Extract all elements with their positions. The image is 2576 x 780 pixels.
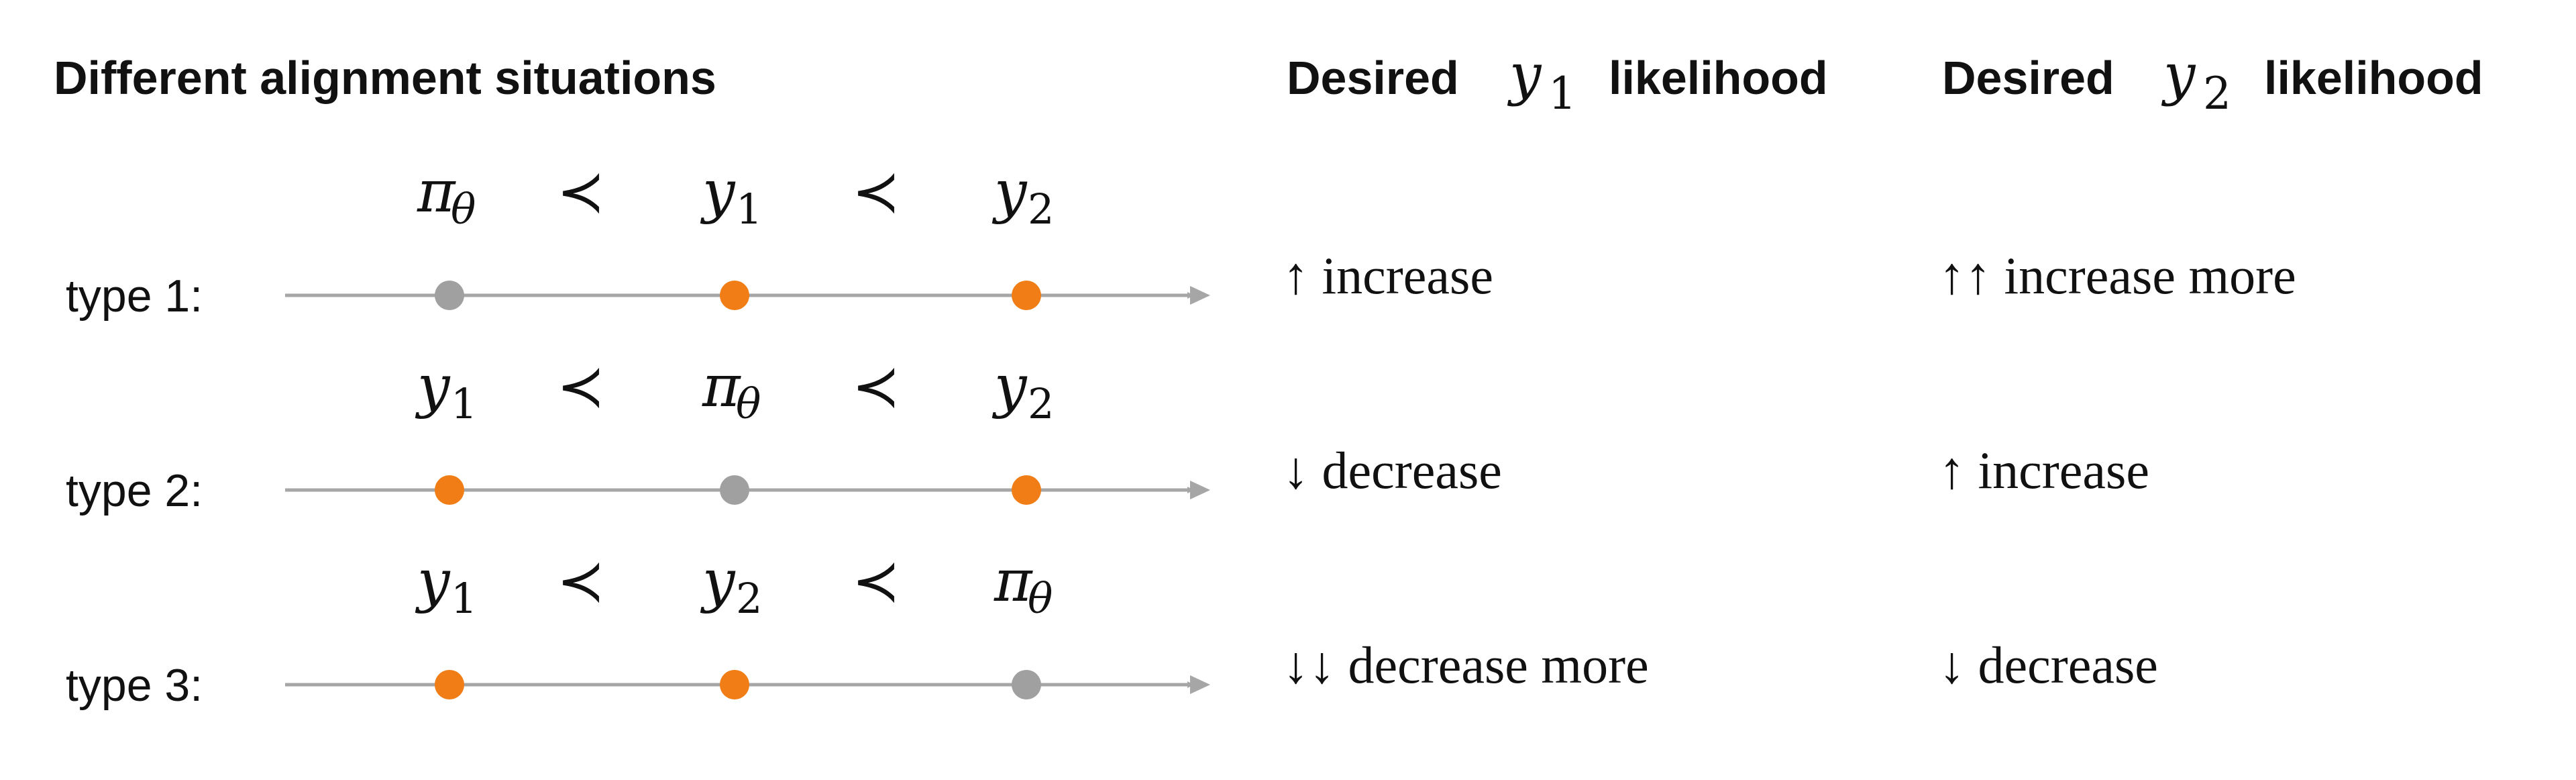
symbol-sub: 2: [1028, 185, 1054, 234]
symbol-var: y: [700, 158, 736, 226]
row-label: type 2:: [66, 465, 203, 516]
y1-effect: ↑ increase: [1283, 246, 1493, 305]
diagram-title: Different alignment situations: [54, 52, 716, 104]
symbol-sub: 2: [736, 574, 762, 623]
header-sub: 1: [1548, 68, 1576, 119]
precedes-symbol: ≺: [852, 548, 900, 615]
response-point: [435, 475, 464, 505]
policy-symbol: πθ: [994, 548, 1053, 623]
response-point: [1012, 475, 1041, 505]
policy-point: [1012, 670, 1041, 699]
y2-effect: ↑ increase: [1939, 441, 2149, 499]
policy-point: [720, 475, 749, 505]
header-var: y: [2161, 42, 2196, 107]
row-type-3: type 3:y 1 y 2 πθ≺ ≺↓↓ decrease more ↓ decreas…: [66, 548, 2158, 711]
precedes-symbol: ≺: [852, 158, 900, 226]
policy-symbol: πθ: [702, 353, 761, 428]
symbol-sub: θ: [451, 185, 476, 234]
precedes-symbol: ≺: [852, 353, 900, 420]
y2-effect: ↓ decrease: [1939, 636, 2158, 694]
arrowhead: [1190, 481, 1210, 499]
symbol-var: y: [415, 353, 451, 420]
symbol-sub: 1: [451, 379, 477, 428]
header-prefix: Desired: [1942, 52, 2114, 104]
policy-point: [435, 281, 464, 310]
y2-effect: ↑↑ increase more: [1939, 246, 2296, 305]
row-type-2: type 2:y 1 πθ y 2≺ ≺↓ decrease ↑ increase: [66, 353, 2149, 516]
symbol-var: π: [417, 158, 456, 226]
precedes-symbol: ≺: [557, 353, 605, 420]
symbol-var: y: [991, 353, 1028, 420]
row-label: type 1:: [66, 271, 203, 322]
response-point: [1012, 281, 1041, 310]
symbol-var: π: [994, 548, 1033, 615]
symbol-sub: θ: [736, 379, 761, 428]
symbol-var: π: [702, 353, 741, 420]
symbol-sub: θ: [1028, 574, 1053, 623]
header-sub: 2: [2203, 68, 2231, 119]
response-point: [435, 670, 464, 699]
row-label: type 3:: [66, 660, 203, 711]
precedes-symbol: ≺: [557, 158, 605, 226]
precedes-symbol: ≺: [557, 548, 605, 615]
symbol-var: y: [991, 158, 1028, 226]
header-y1-likelihood: Desired y 1 likelihood: [1287, 42, 1828, 119]
symbol-var: y: [700, 548, 736, 615]
symbol-var: y: [415, 548, 451, 615]
row-type-1: type 1:πθ y 1 y 2≺ ≺↑ increase ↑↑ increase mor…: [66, 158, 2296, 322]
policy-symbol: πθ: [417, 158, 476, 234]
symbol-sub: 1: [451, 574, 477, 623]
response-point: [720, 281, 749, 310]
symbol-sub: 1: [736, 185, 762, 234]
y1-effect: ↓↓ decrease more: [1283, 636, 1649, 694]
header-prefix: Desired: [1287, 52, 1459, 104]
header-suffix: likelihood: [1609, 52, 1828, 104]
arrowhead: [1190, 675, 1210, 694]
response-point: [720, 670, 749, 699]
header-y2-likelihood: Desired y 2 likelihood: [1942, 42, 2483, 119]
y1-effect: ↓ decrease: [1283, 441, 1502, 499]
header-var: y: [1507, 42, 1542, 107]
arrowhead: [1190, 286, 1210, 305]
header-suffix: likelihood: [2264, 52, 2483, 104]
symbol-sub: 2: [1028, 379, 1054, 428]
